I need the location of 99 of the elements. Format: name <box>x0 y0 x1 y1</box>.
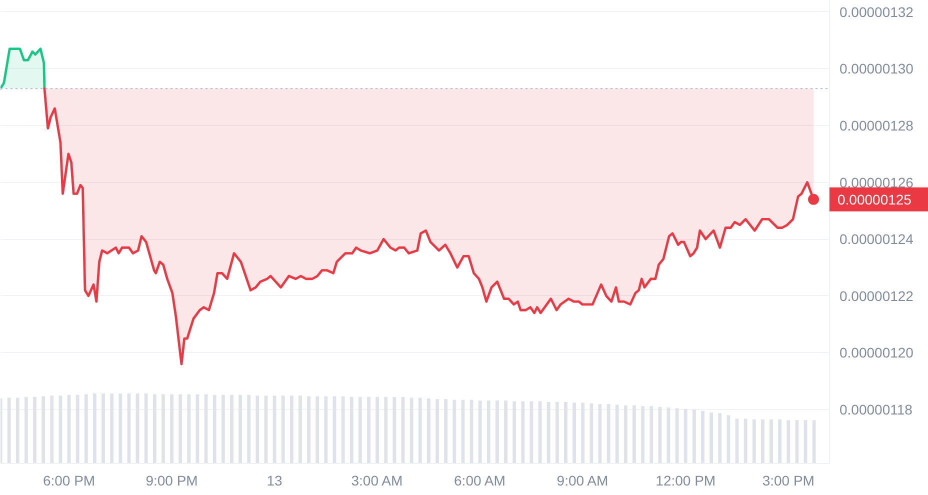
bar <box>230 394 234 464</box>
bar <box>118 394 122 464</box>
bar <box>50 396 54 464</box>
bar <box>760 419 764 464</box>
bar <box>42 396 46 464</box>
bar <box>658 406 662 464</box>
bar <box>675 408 679 464</box>
bar <box>307 396 311 464</box>
bar <box>812 420 816 464</box>
bar <box>512 401 516 464</box>
y-tick-label: 0.00000120 <box>840 344 914 361</box>
bar <box>272 396 276 464</box>
x-tick-label: 13 <box>266 472 283 488</box>
annotation: 0.00000125 <box>838 191 912 208</box>
bar <box>684 408 688 464</box>
y-tick-label: 0.00000128 <box>840 117 914 134</box>
bar <box>162 394 165 464</box>
bar <box>496 400 499 464</box>
bar <box>127 394 131 464</box>
y-tick-label: 0.00000132 <box>840 4 914 20</box>
bar <box>615 404 619 464</box>
bar <box>692 410 696 464</box>
x-tick-label: 6:00 AM <box>454 472 506 488</box>
bar <box>24 397 28 464</box>
bar <box>376 397 380 464</box>
bar <box>58 396 62 464</box>
bar <box>572 402 576 464</box>
y-tick-label: 0.00000126 <box>840 174 914 190</box>
x-tick-label: 6:00 PM <box>42 472 96 488</box>
bar <box>204 394 208 464</box>
bar <box>16 398 20 464</box>
bar <box>478 400 482 464</box>
bar <box>770 419 773 464</box>
bar <box>316 396 320 464</box>
bar <box>581 402 585 464</box>
bar <box>144 394 148 464</box>
bar <box>221 394 225 464</box>
x-tick-label: 3:00 AM <box>351 472 403 488</box>
bar <box>247 394 251 464</box>
bar <box>84 394 88 464</box>
bar <box>324 396 328 464</box>
bar <box>436 399 439 464</box>
bar <box>778 419 782 464</box>
bar <box>701 411 704 464</box>
bar <box>418 398 422 464</box>
bar <box>33 397 36 464</box>
bar <box>102 394 105 464</box>
bar <box>281 396 285 464</box>
bar <box>76 394 80 464</box>
bar <box>632 405 636 464</box>
bar <box>384 397 388 464</box>
bar <box>290 396 294 464</box>
bar <box>92 394 96 464</box>
bar <box>521 401 525 464</box>
bar <box>726 415 730 464</box>
bar <box>606 404 610 464</box>
bar <box>546 402 550 464</box>
bar <box>718 413 722 464</box>
bar <box>786 420 790 464</box>
bar <box>212 394 216 464</box>
y-tick-label: 0.00000122 <box>840 288 914 304</box>
bar <box>504 400 508 464</box>
bar <box>795 420 799 464</box>
bar <box>564 402 568 464</box>
bar <box>744 418 748 464</box>
bar <box>367 397 370 464</box>
y-tick-label: 0.00000124 <box>840 231 914 248</box>
bar <box>187 394 191 464</box>
bar <box>392 397 396 464</box>
bar <box>256 396 260 464</box>
bar <box>452 400 456 464</box>
bar <box>555 402 559 464</box>
bar <box>298 396 302 464</box>
bar <box>426 398 430 464</box>
bar <box>410 398 414 464</box>
bar <box>461 400 465 464</box>
x-tick-label: 9:00 AM <box>556 472 608 488</box>
bar <box>590 403 594 464</box>
bar <box>350 397 354 464</box>
y-tick-label: 0.00000118 <box>840 402 913 418</box>
bar <box>178 394 182 464</box>
bar <box>641 406 645 464</box>
x-tick-label: 3:00 PM <box>762 472 814 488</box>
bar <box>358 397 362 464</box>
bar <box>7 398 11 464</box>
bar <box>752 419 756 464</box>
bar <box>650 406 654 464</box>
x-tick-label: 12:00 PM <box>656 472 716 488</box>
bar <box>444 399 448 464</box>
x-tick-label: 9:00 PM <box>146 472 198 488</box>
y-tick-label: 0.00000130 <box>840 60 914 77</box>
bar <box>110 394 114 464</box>
bar <box>341 396 345 464</box>
bar <box>486 400 490 464</box>
bar <box>624 405 628 464</box>
bar <box>238 394 242 464</box>
bar <box>152 394 156 464</box>
bar <box>710 412 714 464</box>
bar <box>170 394 174 464</box>
